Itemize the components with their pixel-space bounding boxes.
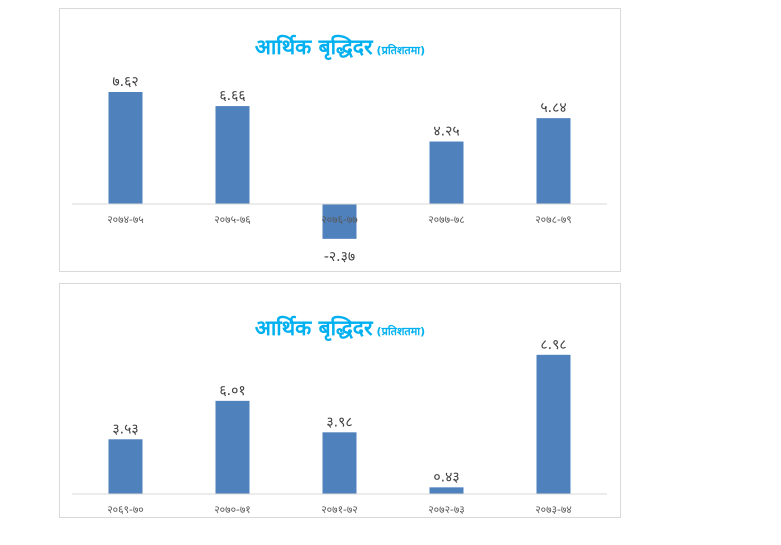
x-tick-label: २०७२-७३ — [428, 504, 465, 516]
x-tick-label: २०७३-७४ — [535, 504, 572, 516]
chart-panel-1: आर्थिक बृद्धिदर (प्रतिशतमा) ७.६२ ६.६६ -२.३७… — [59, 8, 621, 272]
chart-panel-2: आर्थिक बृद्धिदर (प्रतिशतमा) ३.५३ ६.०१ ३.९८ ०… — [59, 283, 621, 518]
x-tick-label: २०७०-७१ — [214, 504, 251, 516]
data-label: ६.६६ — [219, 88, 245, 104]
data-label: ३.९८ — [326, 414, 352, 430]
bar-chart-2: ३.५३ ६.०१ ३.९८ ०.४३ ८.९८ २०६९-७० २०७०-७१ २०७१-७… — [72, 337, 607, 516]
data-label: ८.९८ — [540, 337, 566, 353]
chart-title: आर्थिक बृद्धिदर (प्रतिशतमा) — [60, 33, 620, 61]
chart-title-unit: (प्रतिशतमा) — [376, 325, 426, 338]
x-tick-label: २०७४-७५ — [107, 214, 144, 226]
data-label: ७.६२ — [112, 74, 138, 90]
bar — [429, 487, 464, 494]
bar — [215, 400, 250, 494]
chart-title-unit: (प्रतिशतमा) — [376, 44, 426, 57]
x-tick-label: २०७८-७९ — [535, 214, 572, 226]
bar — [108, 439, 143, 494]
chart-title-main: आर्थिक बृद्धिदर — [254, 316, 373, 340]
bar — [215, 106, 250, 204]
bar — [536, 118, 571, 204]
data-label: ५.८४ — [540, 100, 566, 116]
x-tick-label: २०७१-७२ — [321, 504, 358, 516]
x-tick-label: २०७६-७७ — [321, 214, 358, 226]
data-label: ३.५३ — [112, 421, 138, 437]
bar — [108, 91, 143, 204]
bar — [536, 354, 571, 494]
bar-chart-1: ७.६२ ६.६६ -२.३७ ४.२५ ५.८४ २०७४-७५ २०७५-७६ २०७६-… — [72, 74, 607, 265]
bar — [429, 141, 464, 204]
chart-title: आर्थिक बृद्धिदर (प्रतिशतमा) — [60, 314, 620, 342]
x-tick-label: २०७७-७८ — [428, 214, 465, 226]
data-label: ०.४३ — [433, 469, 459, 485]
chart-title-main: आर्थिक बृद्धिदर — [254, 35, 373, 59]
x-tick-label: २०७५-७६ — [214, 214, 251, 226]
data-label: ६.०१ — [219, 383, 245, 399]
bar — [322, 432, 357, 494]
data-label: -२.३७ — [324, 249, 355, 265]
bar — [322, 204, 357, 239]
data-label: ४.२५ — [433, 124, 459, 140]
x-tick-label: २०६९-७० — [107, 504, 144, 516]
